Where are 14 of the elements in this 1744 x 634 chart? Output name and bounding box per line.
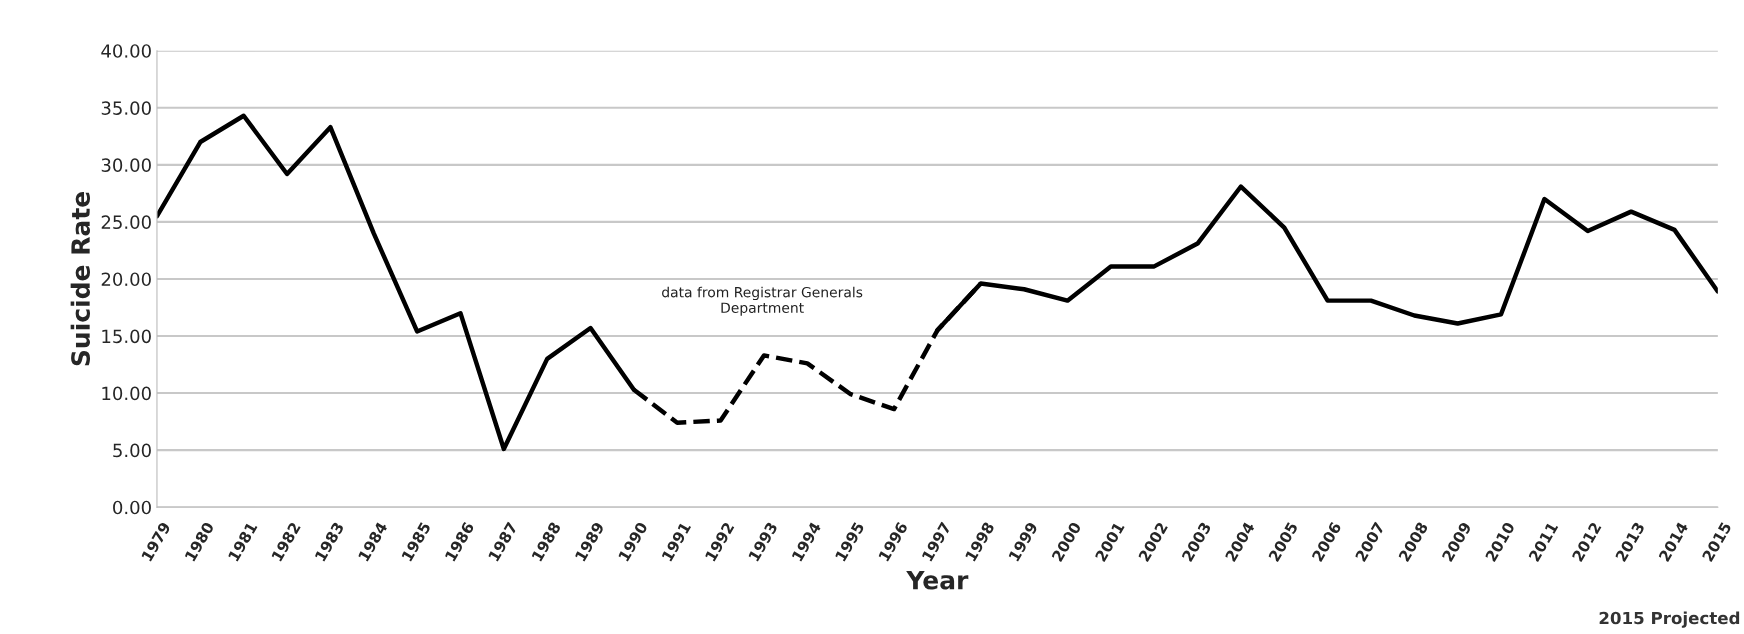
text: 2015 Projected bbox=[1599, 611, 1740, 628]
y-tick-label: 25.00 bbox=[101, 215, 151, 230]
annotation: data from Registrar Generals Department bbox=[662, 286, 863, 316]
y-tick-label: 5.00 bbox=[113, 443, 151, 458]
x-axis-title: Year bbox=[906, 570, 969, 590]
y-tick-label: 0.00 bbox=[113, 500, 151, 515]
y-tick-label: 30.00 bbox=[101, 158, 151, 172]
y-axis-title: Suicide Rate bbox=[70, 192, 91, 366]
y-tick-label: 10.00 bbox=[102, 386, 151, 401]
y-tick-label: 35.00 bbox=[101, 101, 151, 115]
line-series bbox=[631, 281, 983, 425]
y-tick-label: 15.00 bbox=[102, 329, 151, 344]
y-tick-label: 40.00 bbox=[101, 44, 151, 58]
y-tick-label: 20.00 bbox=[101, 272, 151, 287]
